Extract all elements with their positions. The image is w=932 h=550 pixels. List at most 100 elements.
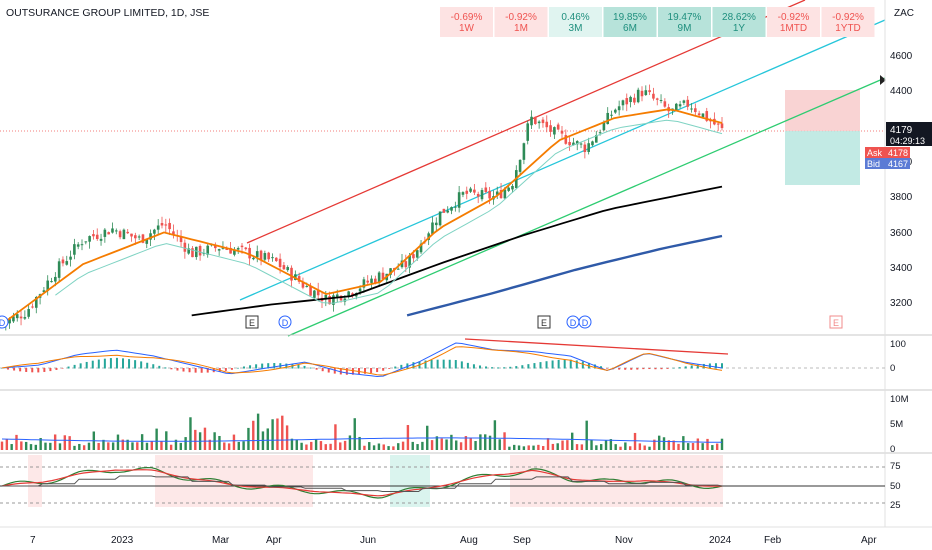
volume-bar xyxy=(585,420,588,450)
time-tick: Apr xyxy=(266,535,282,546)
price-scale[interactable]: 4600 4400 4200 4000 3800 3600 3400 3200 xyxy=(890,51,913,309)
time-axis[interactable]: 7 2023 Mar Apr Jun Aug Sep Nov 2024 Feb … xyxy=(30,535,877,546)
time-tick: Nov xyxy=(615,535,633,546)
earnings-marker[interactable] xyxy=(245,315,259,329)
time-tick: Mar xyxy=(212,535,230,546)
volume-bar xyxy=(237,441,240,450)
channel-handle-icon[interactable] xyxy=(880,75,886,85)
volume-bar xyxy=(5,438,9,450)
volume-bar xyxy=(232,434,236,450)
volume-bar xyxy=(720,438,724,450)
volume-bar xyxy=(247,427,250,450)
macd-hist-bar xyxy=(618,368,621,370)
candle-body xyxy=(419,243,423,253)
macd-scale-tick: 100 xyxy=(890,339,906,350)
perf-period: 6M xyxy=(623,23,637,34)
price-pane[interactable] xyxy=(0,0,886,337)
volume-bar xyxy=(300,442,303,450)
macd-hist-bar xyxy=(551,360,554,369)
upcoming-earnings-marker[interactable] xyxy=(829,315,843,329)
stop-zone[interactable] xyxy=(785,90,860,131)
macd-hist-bar xyxy=(206,368,209,373)
macd-hist-bar xyxy=(243,366,246,369)
candle-body xyxy=(495,191,499,195)
macd-hist-bar xyxy=(412,362,415,369)
volume-bar xyxy=(353,418,356,450)
currency-label[interactable]: ZAC xyxy=(894,8,914,19)
volume-ma-line xyxy=(1,437,722,443)
earnings-marker-label: E xyxy=(249,318,255,328)
channel-lower-line[interactable] xyxy=(287,77,886,337)
volume-bar xyxy=(218,435,221,450)
candle-body xyxy=(183,242,187,252)
volume-bar xyxy=(34,444,38,450)
last-price-value: 4179 xyxy=(890,125,913,136)
price-tick: 4400 xyxy=(890,86,913,97)
dividend-marker[interactable] xyxy=(0,315,9,329)
target-zone[interactable] xyxy=(785,131,860,185)
dividend-marker-label: D xyxy=(570,318,577,328)
macd-hist-bar xyxy=(230,368,233,370)
macd-hist-bar xyxy=(581,361,584,369)
candle-body xyxy=(617,106,621,111)
volume-bar xyxy=(58,443,62,450)
volume-bar xyxy=(242,441,245,450)
upcoming-earnings-label: E xyxy=(833,318,839,328)
symbol-title[interactable]: OUTSURANCE GROUP LIMITED, 1D, JSE xyxy=(6,7,209,19)
dividend-marker[interactable] xyxy=(578,315,592,329)
candle-body xyxy=(374,278,377,283)
macd-hist-bar xyxy=(115,357,118,369)
volume-bar xyxy=(551,443,555,450)
earnings-marker[interactable] xyxy=(537,315,551,329)
candle-body xyxy=(556,124,560,130)
candle-body xyxy=(191,248,194,258)
candle-body xyxy=(339,295,343,301)
volume-bar xyxy=(78,443,81,450)
macd-hist-bar xyxy=(345,368,348,375)
candle-body xyxy=(282,265,286,270)
volume-bar xyxy=(653,439,656,450)
macd-hist-bar xyxy=(333,368,336,374)
candle-body xyxy=(652,93,655,99)
candle-body xyxy=(408,255,411,268)
volume-bar xyxy=(638,443,642,450)
divergence-line[interactable] xyxy=(464,338,729,355)
macd-hist-bar xyxy=(19,368,22,372)
macd-hist-bar xyxy=(684,366,687,369)
volume-bar xyxy=(281,415,284,450)
volume-pane[interactable] xyxy=(0,413,724,450)
volume-bar xyxy=(0,441,4,450)
macd-pane[interactable] xyxy=(0,338,885,378)
channel-mid-line[interactable] xyxy=(239,19,886,301)
volume-bar xyxy=(305,444,308,450)
candle-body xyxy=(118,231,122,238)
macd-hist-bar xyxy=(182,368,185,372)
dividend-marker[interactable] xyxy=(278,315,292,329)
perf-value: 0.46% xyxy=(561,12,589,23)
macd-hist-bar xyxy=(37,368,40,373)
event-markers[interactable]: D E D E D D E xyxy=(0,315,843,329)
perf-cell xyxy=(712,7,766,37)
volume-bar xyxy=(556,443,559,450)
price-tick: 4600 xyxy=(890,51,913,62)
volume-bar xyxy=(310,441,313,450)
candle-body xyxy=(31,306,34,308)
macd-hist-bar xyxy=(666,368,669,369)
volume-bar xyxy=(450,434,453,450)
candle-body xyxy=(591,141,594,146)
candle-body xyxy=(507,187,510,191)
volume-bar xyxy=(24,441,28,450)
perf-period: 3M xyxy=(569,23,583,34)
macd-hist-bar xyxy=(122,358,125,369)
candle-body xyxy=(663,101,667,107)
candle-body xyxy=(271,257,274,259)
volume-bar xyxy=(469,437,472,450)
channel-upper-line[interactable] xyxy=(246,0,806,244)
macd-hist-bar xyxy=(606,368,609,369)
rsi-pane[interactable] xyxy=(0,455,885,507)
macd-hist-bar xyxy=(224,368,227,371)
macd-hist-bar xyxy=(406,363,409,369)
rsi-scale-tick: 25 xyxy=(890,500,901,511)
volume-bar xyxy=(614,444,617,450)
